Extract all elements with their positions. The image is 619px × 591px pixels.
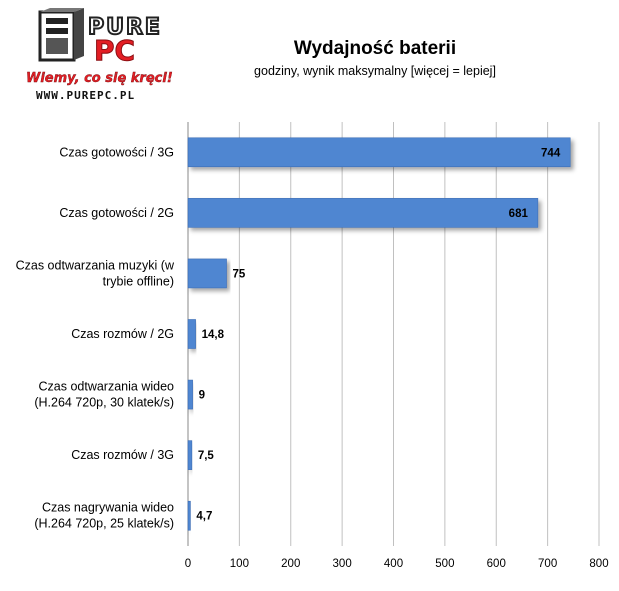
value-label-6: 4,7 (196, 511, 212, 523)
value-label-5: 7,5 (198, 450, 215, 462)
category-label-4-0: Czas odtwarzania wideo (39, 380, 175, 394)
x-tick-label-200: 200 (281, 558, 300, 570)
category-label-6-1: (H.264 720p, 25 klatek/s) (34, 517, 174, 531)
bar-0 (187, 137, 571, 168)
value-label-3: 14,8 (202, 329, 225, 341)
value-label-2: 75 (233, 268, 246, 280)
category-label-0-0: Czas gotowości / 3G (59, 145, 174, 159)
x-tick-label-600: 600 (487, 558, 506, 570)
logo-word-top: PURE (88, 15, 162, 40)
category-label-1-0: Czas gotowości / 2G (59, 206, 174, 220)
value-label-1: 681 (509, 208, 529, 220)
bar-4 (187, 379, 193, 410)
purepc-logo: PURE PC Wiemy, co się kręci! WWW.PUREPC.… (26, 8, 173, 102)
pc-tower-logo-icon (38, 8, 84, 62)
x-tick-label-500: 500 (435, 558, 454, 570)
category-label-5-0: Czas rozmów / 3G (71, 448, 174, 462)
chart-subtitle: godziny, wynik maksymalny [więcej = lepi… (254, 64, 496, 78)
category-label-2-0: Czas odtwarzania muzyki (w (16, 258, 175, 272)
labels: 0 100 200 300 400 500 600 700 800 744 Czas gotowoś… (16, 145, 609, 570)
x-tick-label-100: 100 (230, 558, 249, 570)
bars (187, 137, 571, 531)
category-label-6-0: Czas nagrywania wideo (42, 501, 174, 515)
x-tick-label-300: 300 (333, 558, 352, 570)
logo-word-bottom: PC (94, 34, 135, 67)
category-label-4-1: (H.264 720p, 30 klatek/s) (34, 396, 174, 410)
category-label-3-0: Czas rozmów / 2G (71, 327, 174, 341)
bar-1 (187, 198, 539, 228)
x-tick-label-700: 700 (538, 558, 557, 570)
bar-2 (187, 258, 227, 289)
bar-6 (187, 500, 191, 531)
gridlines (187, 122, 600, 546)
bar-3 (187, 319, 196, 349)
value-label-4: 9 (199, 390, 205, 402)
logo-tagline: Wiemy, co się kręci! (26, 71, 173, 86)
x-tick-label-400: 400 (384, 558, 403, 570)
category-label-2-1: trybie offline) (103, 274, 174, 288)
value-label-0: 744 (541, 147, 561, 159)
x-tick-label-0: 0 (185, 558, 191, 570)
bar-5 (187, 440, 193, 470)
logo-url: WWW.PUREPC.PL (36, 89, 135, 102)
x-tick-label-800: 800 (589, 558, 608, 570)
chart-title: Wydajność baterii (293, 38, 457, 59)
